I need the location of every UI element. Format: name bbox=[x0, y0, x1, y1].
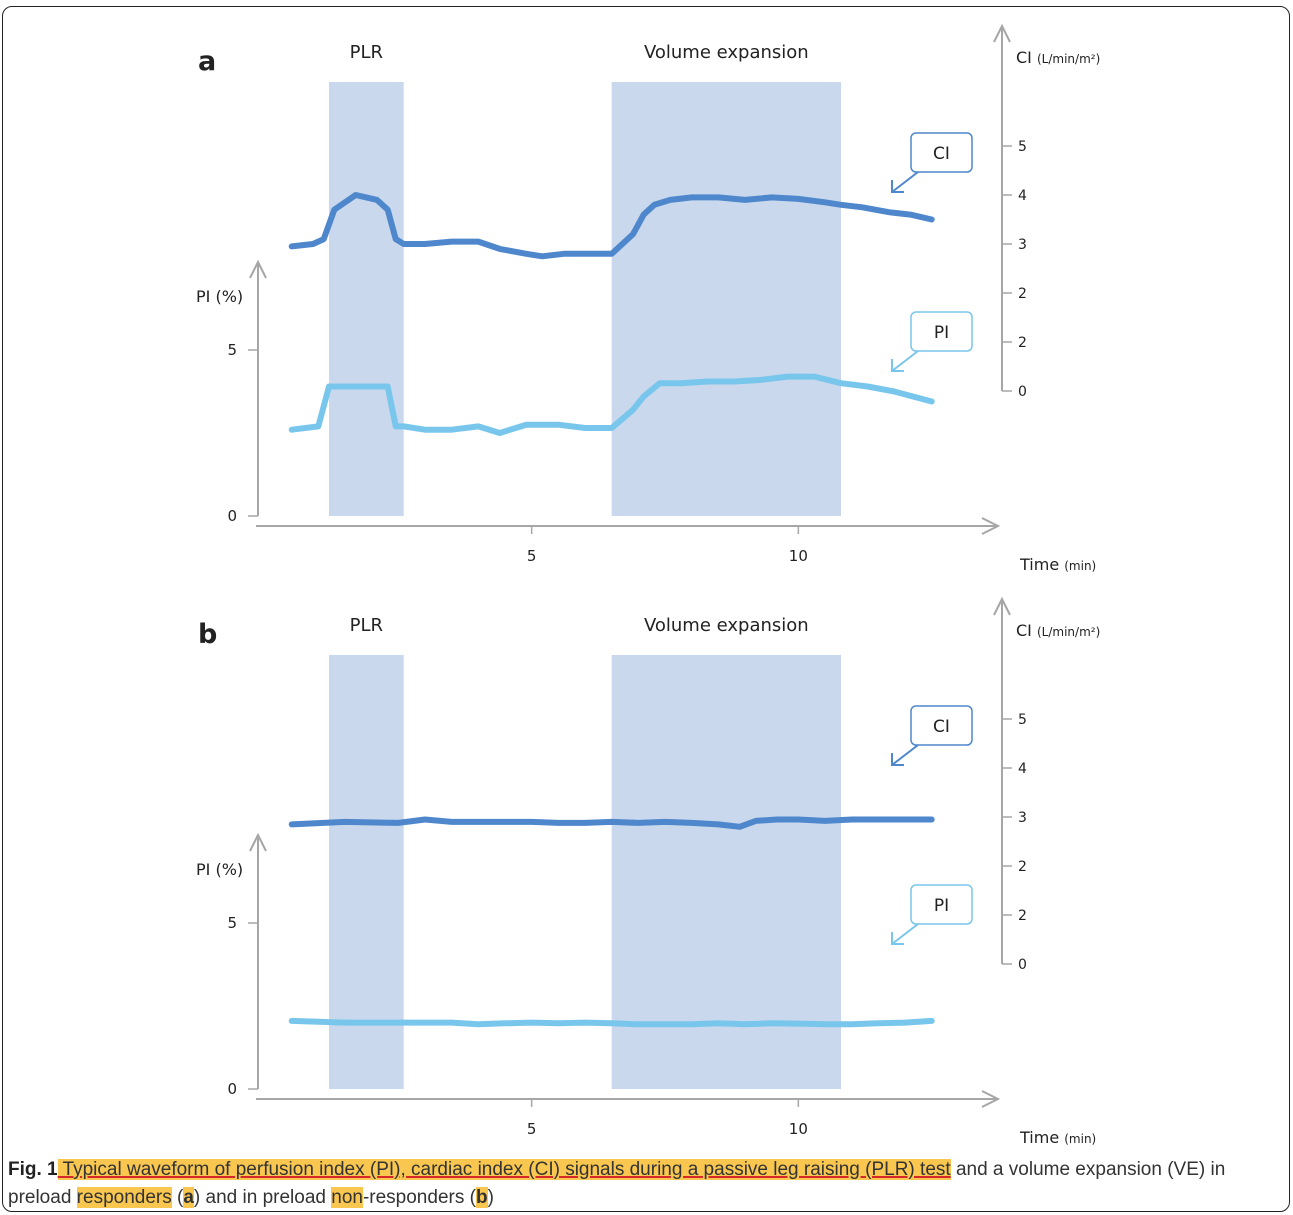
caption-highlight-main: Typical waveform of perfusion index (PI)… bbox=[57, 1159, 951, 1180]
panel-b-ci-axis-title: CI (L/min/m²) bbox=[1016, 621, 1100, 640]
panel-b-band-label-0: PLR bbox=[350, 615, 383, 636]
caption-text-1: and a volume expansion (VE) in preload bbox=[8, 1159, 1226, 1208]
panel-b-band-0 bbox=[329, 655, 404, 1089]
caption-highlight-a: a bbox=[183, 1187, 194, 1208]
panel-b-pi-tick-label-1: 5 bbox=[227, 914, 237, 932]
panel-a-callout-box-pi bbox=[910, 311, 973, 352]
panel-a-band-1 bbox=[611, 82, 841, 516]
panel-b-callout-box-pi bbox=[910, 884, 973, 925]
panel-a-band-label-0: PLR bbox=[350, 42, 383, 63]
panel-a-x-tick-label-0: 5 bbox=[527, 547, 537, 565]
panel-b-callout-arrowhead-ci bbox=[891, 753, 904, 766]
panel-a-series-pi-line bbox=[288, 373, 935, 436]
caption-text-5: ) bbox=[487, 1187, 494, 1208]
panel-b-callout-arrowhead-pi bbox=[891, 932, 904, 945]
panel-a-ci-axis-title-label: CI bbox=[1016, 48, 1037, 67]
panel-a-callout-label-ci: CI bbox=[933, 144, 950, 164]
panel-b-ci-tick-label-0: 0 bbox=[1018, 957, 1027, 973]
panel-b-pi-tick-label-0: 0 bbox=[227, 1080, 237, 1098]
caption-highlight-b: b bbox=[475, 1187, 488, 1208]
panel-a-band-0 bbox=[329, 82, 404, 516]
panel-a-x-title-label: Time bbox=[1019, 555, 1064, 574]
panel-b-ci-tick-label-4: 4 bbox=[1018, 761, 1027, 777]
panel-a-pi-tick-label-1: 5 bbox=[227, 341, 237, 359]
panel-a-x-title: Time (min) bbox=[1019, 555, 1096, 574]
panel-a-x-tick-label-1: 10 bbox=[789, 547, 808, 565]
panel-b-x-title: Time (min) bbox=[1019, 1128, 1096, 1147]
panel-b-x-title-unit: (min) bbox=[1064, 1132, 1096, 1146]
caption-highlight-non: non bbox=[331, 1187, 363, 1208]
figure-charts: PLR Volume expansion a 5 10 Time (min) PI (%) 0… bbox=[196, 23, 1100, 1147]
panel-b-pi-axis-title: PI (%) bbox=[196, 860, 243, 879]
panel-b-callout-label-pi: PI bbox=[934, 896, 949, 916]
panel-b-callout-box-ci bbox=[910, 705, 973, 746]
panel-b-callout-label-ci: CI bbox=[933, 717, 950, 737]
figure-caption: Fig. 1 Typical waveform of perfusion ind… bbox=[8, 1156, 1278, 1212]
panel-a-callout-arrow-ci bbox=[891, 171, 919, 193]
panel-a-ci-axis-arrow bbox=[993, 23, 1011, 43]
panel-a-ci-tick-label-4: 4 bbox=[1018, 188, 1027, 204]
panel-b-ci-tick-label-1: 2 bbox=[1018, 908, 1027, 924]
panel-b-series-ci-line bbox=[288, 816, 935, 830]
panel-b-ci-tick-label-2: 2 bbox=[1018, 859, 1027, 875]
panel-a-pi-axis-title: PI (%) bbox=[196, 287, 243, 306]
panel-b-callout-arrow-pi bbox=[891, 923, 919, 945]
panel-b-ci-tick-label-3: 3 bbox=[1018, 810, 1027, 826]
panel-b-band-label-1: Volume expansion bbox=[644, 615, 809, 636]
panel-a-series-ci-line bbox=[288, 192, 935, 260]
caption-text-3: ) and in preload bbox=[193, 1187, 332, 1208]
panel-a-ci-tick-label-2: 2 bbox=[1018, 286, 1027, 302]
panel-b-letter: b bbox=[198, 619, 217, 650]
panel-a-ci-tick-label-1: 2 bbox=[1018, 335, 1027, 351]
panel-a-pi-tick-label-0: 0 bbox=[227, 507, 237, 525]
panel-a-ci-tick-label-0: 0 bbox=[1018, 384, 1027, 400]
panel-b-pi-axis-arrow bbox=[249, 832, 267, 852]
panel-a-ci-axis-title: CI (L/min/m²) bbox=[1016, 48, 1100, 67]
figure-frame bbox=[2, 6, 1290, 1212]
panel-b-x-axis-arrow bbox=[981, 1090, 1001, 1108]
panel-a-letter: a bbox=[198, 46, 216, 77]
panel-a-x-title-unit: (min) bbox=[1064, 559, 1096, 573]
panel-a-x-axis-arrow bbox=[981, 517, 1001, 535]
panel-b-ci-axis-title-unit: (L/min/m²) bbox=[1037, 625, 1100, 639]
panel-b-x-title-label: Time bbox=[1019, 1128, 1064, 1147]
caption-highlight-responders: responders bbox=[76, 1187, 172, 1208]
panel-a-ci-tick-label-5: 5 bbox=[1018, 139, 1027, 155]
panel-b-x-tick-label-0: 5 bbox=[527, 1120, 537, 1138]
panel-a-ci-axis-title-unit: (L/min/m²) bbox=[1037, 52, 1100, 66]
panel-a-callout-arrowhead-pi bbox=[891, 359, 904, 372]
panel-b-series-pi-line bbox=[288, 1017, 935, 1028]
caption-text-2: ( bbox=[171, 1187, 184, 1208]
caption-fig-label: Fig. 1 bbox=[8, 1159, 58, 1180]
panel-a-callout-label-pi: PI bbox=[934, 323, 949, 343]
panel-a-callout-box-ci bbox=[910, 132, 973, 173]
panel-b-ci-axis-title-label: CI bbox=[1016, 621, 1037, 640]
caption-text-4: -responders ( bbox=[362, 1187, 476, 1208]
panel-a-band-label-1: Volume expansion bbox=[644, 42, 809, 63]
panel-a-pi-axis-arrow bbox=[249, 259, 267, 279]
panel-b-x-tick-label-1: 10 bbox=[789, 1120, 808, 1138]
panel-a-callout-arrowhead-ci bbox=[891, 180, 904, 193]
panel-b-band-1 bbox=[611, 655, 841, 1089]
panel-b-callout-arrow-ci bbox=[891, 744, 919, 766]
panel-a-ci-tick-label-3: 3 bbox=[1018, 237, 1027, 253]
panel-b-ci-axis-arrow bbox=[993, 596, 1011, 616]
panel-b-ci-tick-label-5: 5 bbox=[1018, 712, 1027, 728]
panel-a-callout-arrow-pi bbox=[891, 350, 919, 372]
